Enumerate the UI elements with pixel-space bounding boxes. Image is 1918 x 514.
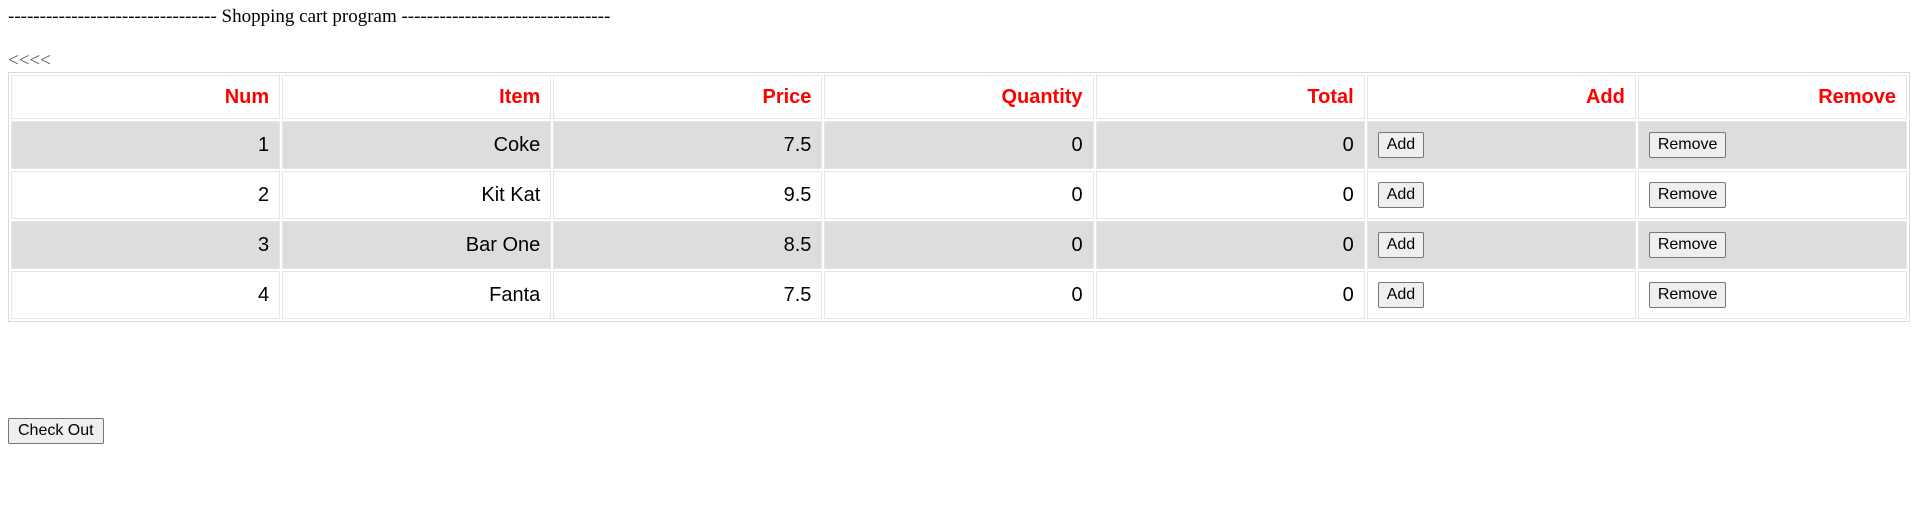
table-row: 3 Bar One 8.5 0 0 Add Remove	[11, 221, 1907, 269]
cell-remove: Remove	[1637, 221, 1907, 269]
cell-item: Bar One	[282, 221, 552, 269]
cell-quantity: 0	[824, 171, 1094, 219]
column-header-item: Item	[282, 75, 552, 119]
cell-remove: Remove	[1637, 271, 1907, 319]
cell-item: Fanta	[282, 271, 552, 319]
column-header-total: Total	[1095, 75, 1365, 119]
checkout-button[interactable]: Check Out	[8, 418, 104, 444]
cell-item: Coke	[282, 121, 552, 169]
cell-remove: Remove	[1637, 121, 1907, 169]
cell-price: 7.5	[553, 121, 823, 169]
cell-price: 7.5	[553, 271, 823, 319]
cell-num: 2	[11, 171, 281, 219]
remove-button[interactable]: Remove	[1648, 232, 1727, 258]
table-row: 2 Kit Kat 9.5 0 0 Add Remove	[11, 171, 1907, 219]
cell-total: 0	[1095, 121, 1365, 169]
table-row: 4 Fanta 7.5 0 0 Add Remove	[11, 271, 1907, 319]
column-header-add: Add	[1366, 75, 1636, 119]
column-header-num: Num	[11, 75, 281, 119]
table-header-row: Num Item Price Quantity Total Add Remove	[11, 75, 1907, 119]
cart-table: Num Item Price Quantity Total Add Remove…	[8, 72, 1910, 322]
column-header-quantity: Quantity	[824, 75, 1094, 119]
cell-total: 0	[1095, 271, 1365, 319]
cell-add: Add	[1366, 271, 1636, 319]
cell-item: Kit Kat	[282, 171, 552, 219]
cell-total: 0	[1095, 171, 1365, 219]
page-content: --------------------------------- Shoppi…	[8, 6, 1910, 322]
cell-add: Add	[1366, 171, 1636, 219]
cell-quantity: 0	[824, 271, 1094, 319]
table-row: 1 Coke 7.5 0 0 Add Remove	[11, 121, 1907, 169]
remove-button[interactable]: Remove	[1648, 282, 1727, 308]
cell-num: 1	[11, 121, 281, 169]
add-button[interactable]: Add	[1377, 282, 1425, 308]
cell-remove: Remove	[1637, 171, 1907, 219]
back-link[interactable]: <<<<	[8, 50, 51, 71]
checkout-area: Check Out	[8, 418, 104, 444]
remove-button[interactable]: Remove	[1648, 182, 1727, 208]
remove-button[interactable]: Remove	[1648, 132, 1727, 158]
cell-total: 0	[1095, 221, 1365, 269]
cell-num: 4	[11, 271, 281, 319]
cell-add: Add	[1366, 121, 1636, 169]
cell-add: Add	[1366, 221, 1636, 269]
add-button[interactable]: Add	[1377, 232, 1425, 258]
add-button[interactable]: Add	[1377, 132, 1425, 158]
add-button[interactable]: Add	[1377, 182, 1425, 208]
cell-num: 3	[11, 221, 281, 269]
column-header-remove: Remove	[1637, 75, 1907, 119]
cell-quantity: 0	[824, 121, 1094, 169]
cell-quantity: 0	[824, 221, 1094, 269]
column-header-price: Price	[553, 75, 823, 119]
page-title: --------------------------------- Shoppi…	[8, 6, 611, 27]
cell-price: 8.5	[553, 221, 823, 269]
cell-price: 9.5	[553, 171, 823, 219]
